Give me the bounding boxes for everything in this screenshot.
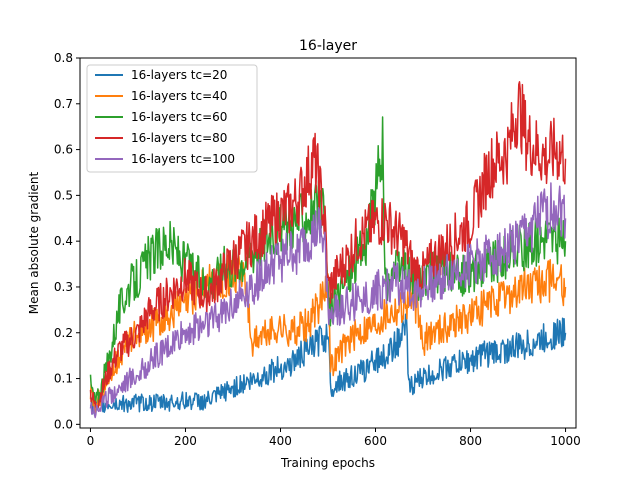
legend-label: 16-layers tc=60 xyxy=(131,110,227,124)
legend-box xyxy=(86,64,258,173)
legend-label: 16-layers tc=40 xyxy=(131,89,227,103)
y-tick-label: 0.0 xyxy=(54,417,73,431)
x-tick-label: 1000 xyxy=(550,434,581,448)
legend-label: 16-layers tc=80 xyxy=(131,131,227,145)
y-tick-label: 0.1 xyxy=(54,372,73,386)
x-tick-label: 600 xyxy=(364,434,387,448)
series-line xyxy=(89,182,567,419)
y-tick-label: 0.4 xyxy=(54,234,73,248)
legend: 16-layers tc=20 16-layers tc=40 16-layers … xyxy=(86,64,258,173)
y-tick-label: 0.6 xyxy=(54,143,73,157)
y-tick-label: 0.3 xyxy=(54,280,73,294)
y-tick-label: 0.2 xyxy=(54,326,73,340)
x-axis-ticks: 0 200 400 600 800 1000 xyxy=(87,428,581,448)
plot-frame xyxy=(79,57,577,429)
y-axis-label: Mean absolute gradient xyxy=(27,171,41,314)
series-layer xyxy=(89,81,567,419)
y-tick-label: 0.5 xyxy=(54,188,73,202)
x-tick-label: 800 xyxy=(459,434,482,448)
series-line xyxy=(89,313,567,415)
y-tick-label: 0.8 xyxy=(54,51,73,65)
y-tick-label: 0.7 xyxy=(54,97,73,111)
x-axis-label: Training epochs xyxy=(280,456,375,470)
chart-title: 16-layer xyxy=(299,38,357,54)
x-tick-label: 0 xyxy=(87,434,95,448)
y-axis-ticks: 0.0 0.1 0.2 0.3 0.4 0.5 0.6 0.7 0.8 xyxy=(54,51,80,431)
legend-label: 16-layers tc=20 xyxy=(131,68,227,82)
x-tick-label: 400 xyxy=(269,434,292,448)
legend-label: 16-layers tc=100 xyxy=(131,152,235,166)
x-tick-label: 200 xyxy=(174,434,197,448)
